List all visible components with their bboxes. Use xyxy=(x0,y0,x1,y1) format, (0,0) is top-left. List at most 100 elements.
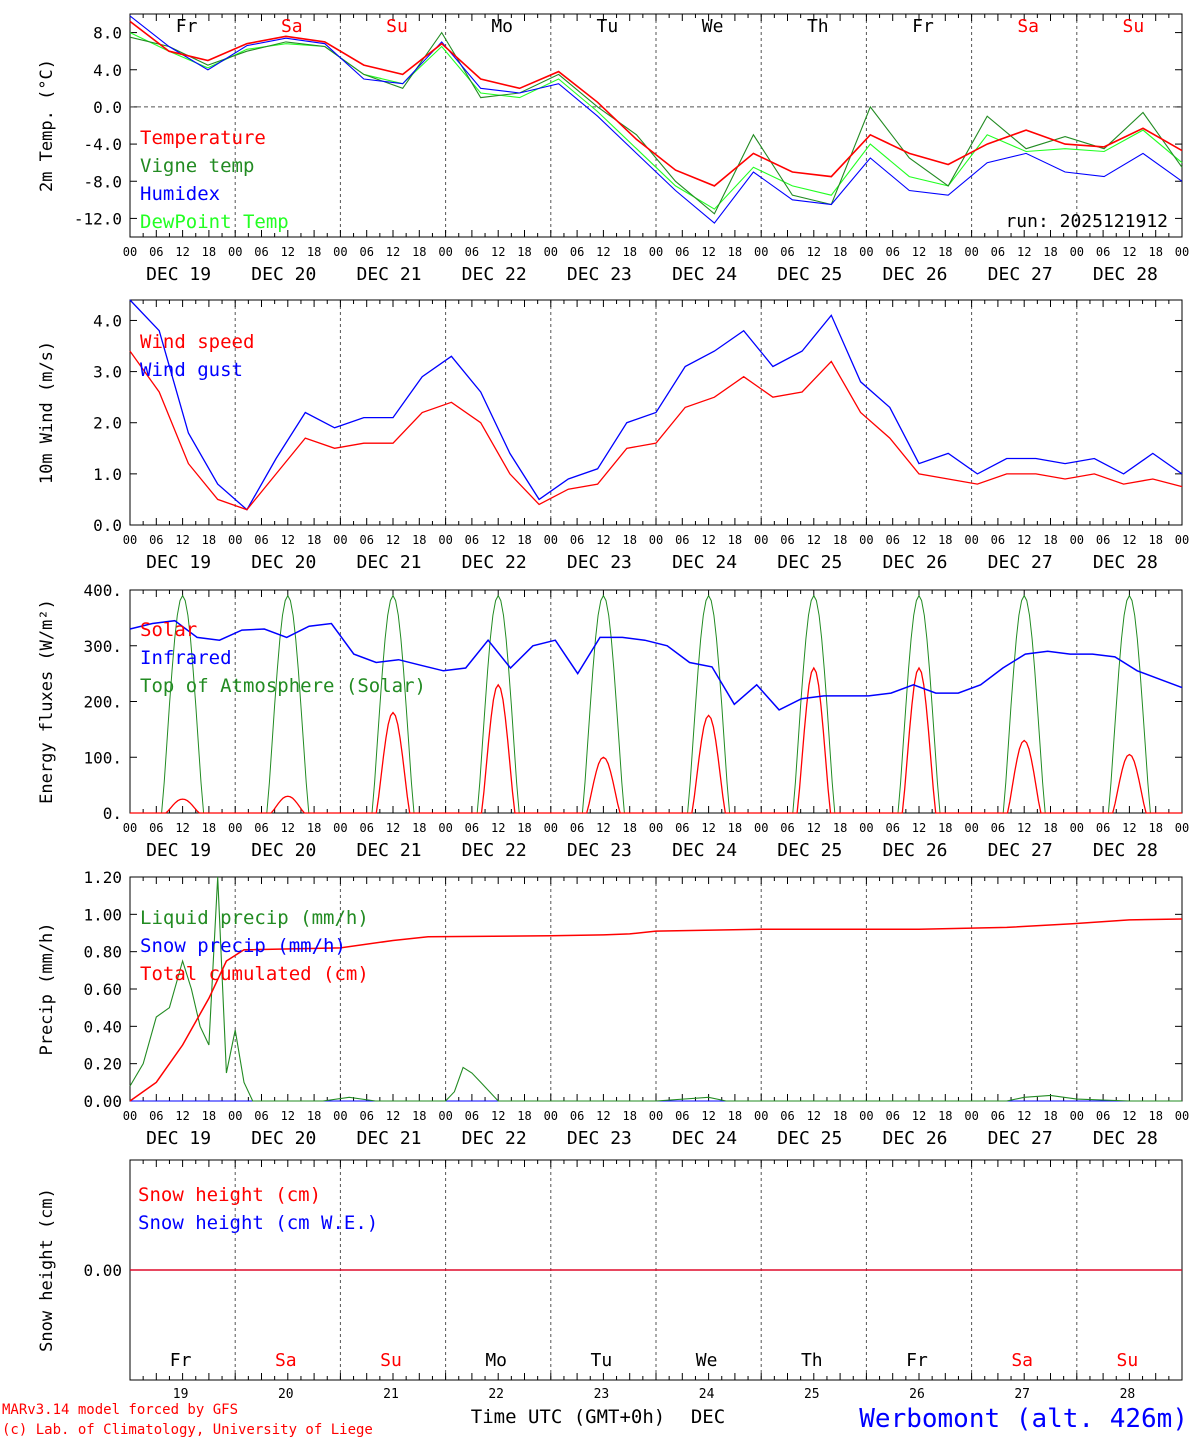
weekday-label: Su xyxy=(1117,1350,1139,1371)
y-tick-label: 0.80 xyxy=(83,943,122,962)
x-hour-label: 06 xyxy=(254,821,268,835)
x-hour-label: 12 xyxy=(701,533,715,547)
x-hour-label: 00 xyxy=(333,1109,347,1123)
y-tick-label: 1.00 xyxy=(83,905,122,924)
legend-temperature: Temperature xyxy=(140,127,266,149)
x-hour-label: 18 xyxy=(622,821,636,835)
x-hour-label: 00 xyxy=(754,245,768,259)
x-hour-label: 00 xyxy=(1175,245,1189,259)
series-line-infrared xyxy=(129,619,1183,711)
y-axis-label: Energy fluxes (W/m²) xyxy=(37,599,57,804)
x-hour-label: 06 xyxy=(1096,1109,1110,1123)
x-hour-label: 06 xyxy=(570,1109,584,1123)
date-label: DEC 25 xyxy=(777,840,842,861)
x-hour-label: 00 xyxy=(544,245,558,259)
x-hour-label: 18 xyxy=(517,533,531,547)
x-hour-label: 18 xyxy=(412,1109,426,1123)
x-hour-label: 06 xyxy=(675,245,689,259)
date-label: DEC 26 xyxy=(882,264,947,285)
date-number-label: 27 xyxy=(1014,1387,1030,1402)
x-hour-label: 00 xyxy=(964,245,978,259)
x-hour-label: 18 xyxy=(202,1109,216,1123)
date-label: DEC 22 xyxy=(462,840,527,861)
x-hour-label: 06 xyxy=(465,1109,479,1123)
x-hour-label: 18 xyxy=(307,245,321,259)
y-tick-label: 1.20 xyxy=(83,868,122,887)
x-hour-label: 12 xyxy=(701,245,715,259)
x-hour-label: 18 xyxy=(412,821,426,835)
weekday-label: Th xyxy=(801,1350,823,1371)
x-hour-label: 18 xyxy=(728,821,742,835)
x-hour-label: 12 xyxy=(491,821,505,835)
date-label: DEC 24 xyxy=(672,1128,737,1149)
x-hour-label: 00 xyxy=(228,245,242,259)
date-number-label: 19 xyxy=(173,1387,189,1402)
date-label: DEC 27 xyxy=(988,264,1053,285)
x-hour-label: 06 xyxy=(885,821,899,835)
x-hour-label: 18 xyxy=(938,1109,952,1123)
date-label: DEC 24 xyxy=(672,264,737,285)
x-hour-label: 00 xyxy=(649,821,663,835)
legend-humidex: Humidex xyxy=(140,183,220,205)
x-hour-label: 00 xyxy=(859,1109,873,1123)
x-hour-label: 12 xyxy=(807,1109,821,1123)
weekday-label: Su xyxy=(380,1350,402,1371)
legend-wind-gust: Wind gust xyxy=(140,359,243,381)
y-tick-label: 0.40 xyxy=(83,1017,122,1036)
date-label: DEC 23 xyxy=(567,264,632,285)
x-hour-label: 12 xyxy=(386,1109,400,1123)
date-label: DEC 24 xyxy=(672,552,737,573)
x-hour-label: 12 xyxy=(1017,1109,1031,1123)
weekday-label: Fr xyxy=(170,1350,192,1371)
y-axis-label: Precip (mm/h) xyxy=(37,922,57,1055)
x-hour-label: 00 xyxy=(649,1109,663,1123)
date-number-label: 25 xyxy=(804,1387,820,1402)
y-tick-label: 300. xyxy=(83,637,122,656)
x-hour-label: 00 xyxy=(228,821,242,835)
legend-top-of-atmosphere-solar-: Top of Atmosphere (Solar) xyxy=(140,675,426,697)
x-hour-label: 00 xyxy=(123,533,137,547)
y-tick-label: 0.00 xyxy=(83,1092,122,1111)
x-hour-label: 18 xyxy=(938,533,952,547)
y-tick-label: 1.0 xyxy=(93,465,122,484)
x-hour-label: 18 xyxy=(307,1109,321,1123)
x-hour-label: 06 xyxy=(675,533,689,547)
series-line-solar xyxy=(130,666,1182,814)
date-label: DEC 25 xyxy=(777,1128,842,1149)
x-hour-label: 18 xyxy=(202,821,216,835)
y-tick-label: 8.0 xyxy=(93,24,122,43)
legend-liquid-precip-mm-h-: Liquid precip (mm/h) xyxy=(140,907,369,929)
x-hour-label: 06 xyxy=(885,533,899,547)
x-hour-label: 06 xyxy=(1096,821,1110,835)
x-hour-label: 12 xyxy=(386,821,400,835)
date-number-label: 28 xyxy=(1120,1387,1136,1402)
y-tick-label: 0. xyxy=(103,804,122,823)
x-hour-label: 18 xyxy=(307,821,321,835)
y-tick-label: 0.00 xyxy=(83,1261,122,1280)
lab-credit: (c) Lab. of Climatology, University of L… xyxy=(2,1422,373,1438)
x-hour-label: 06 xyxy=(885,1109,899,1123)
panel-frame-1 xyxy=(129,13,1183,238)
x-hour-label: 18 xyxy=(1148,533,1162,547)
y-tick-label: 3.0 xyxy=(93,363,122,382)
x-hour-label: 12 xyxy=(1122,533,1136,547)
x-hour-label: 06 xyxy=(991,1109,1005,1123)
y-tick-label: 4.0 xyxy=(93,61,122,80)
x-hour-label: 12 xyxy=(491,245,505,259)
x-hour-label: 18 xyxy=(1043,533,1057,547)
x-hour-label: 12 xyxy=(1122,821,1136,835)
x-hour-label: 12 xyxy=(596,245,610,259)
date-number-label: 26 xyxy=(909,1387,925,1402)
date-label: DEC 28 xyxy=(1093,552,1158,573)
weekday-label: Su xyxy=(1123,16,1145,37)
series-line-total-cumulated-cm- xyxy=(129,918,1183,1102)
x-hour-label: 06 xyxy=(780,245,794,259)
x-hour-label: 18 xyxy=(412,533,426,547)
x-hour-label: 00 xyxy=(859,821,873,835)
x-hour-label: 12 xyxy=(281,1109,295,1123)
x-hour-label: 12 xyxy=(281,821,295,835)
series-line-wind-gust xyxy=(129,299,1183,511)
y-tick-label: -4.0 xyxy=(83,135,122,154)
weekday-label: We xyxy=(696,1350,718,1371)
x-hour-label: 12 xyxy=(386,533,400,547)
